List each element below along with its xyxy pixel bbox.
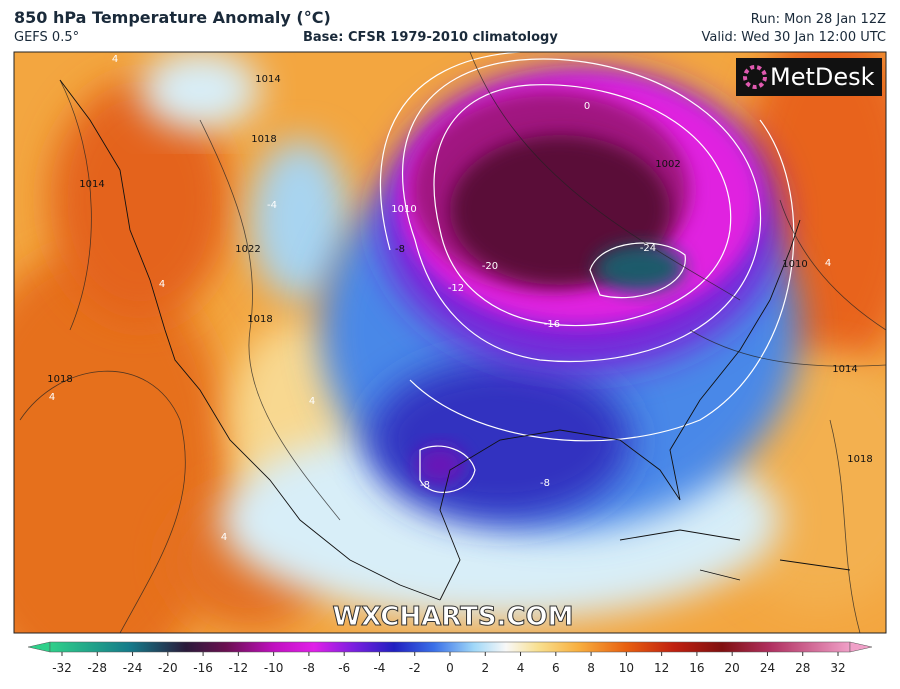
map-label: -24 bbox=[640, 243, 656, 254]
map-label: 1014 bbox=[79, 179, 104, 190]
map-label: 1022 bbox=[235, 244, 260, 255]
map-label: -16 bbox=[544, 319, 560, 330]
colorbar-tick-label: 0 bbox=[446, 661, 454, 675]
colorbar-tick-label: 20 bbox=[725, 661, 740, 675]
map-label: 4 bbox=[49, 392, 55, 403]
map-label: 4 bbox=[112, 54, 118, 65]
map-label: 1010 bbox=[782, 259, 807, 270]
colorbar-tick-label: -6 bbox=[338, 661, 350, 675]
valid: Valid: Wed 30 Jan 12:00 UTC bbox=[701, 30, 886, 45]
colorbar-tick-label: 16 bbox=[689, 661, 704, 675]
map-label: -8 bbox=[540, 478, 550, 489]
map-label: 0 bbox=[584, 101, 590, 112]
coastlines bbox=[59, 79, 851, 601]
base: Base: CFSR 1979-2010 climatology bbox=[303, 30, 558, 45]
map-label: -8 bbox=[420, 480, 430, 491]
colorbar-tick-label: 2 bbox=[481, 661, 489, 675]
colorbar-tick-label: 24 bbox=[760, 661, 775, 675]
map-label: 1018 bbox=[251, 134, 276, 145]
cold-core bbox=[595, 244, 685, 292]
colorbar-tick-label: 6 bbox=[552, 661, 560, 675]
colorbar-tick-label: 4 bbox=[517, 661, 525, 675]
map-label: -12 bbox=[448, 283, 464, 294]
colorbar-tick-label: -32 bbox=[52, 661, 72, 675]
map-label: 1018 bbox=[247, 314, 272, 325]
colorbar-tick-label: -2 bbox=[409, 661, 421, 675]
map-label: 4 bbox=[825, 258, 831, 269]
anomaly-contours bbox=[379, 52, 795, 493]
map-labels: 1014 1018 1014 1022 1018 1018 4 4 4 1010… bbox=[47, 54, 872, 543]
colorbar-tick-label: -10 bbox=[264, 661, 284, 675]
cold-spot bbox=[415, 445, 465, 485]
colorbar-scale bbox=[49, 641, 851, 653]
colorbar-tick-label: 10 bbox=[619, 661, 634, 675]
map-label: 1014 bbox=[832, 364, 857, 375]
pressure-contours bbox=[19, 52, 886, 633]
colorbar-tick-label: -20 bbox=[158, 661, 178, 675]
logo: MetDesk bbox=[770, 63, 875, 91]
map-label: 4 bbox=[159, 279, 165, 290]
map-label: -8 bbox=[395, 244, 405, 255]
logo-icon bbox=[743, 65, 767, 89]
colorbar-tick-label: 8 bbox=[587, 661, 595, 675]
map-label: 1018 bbox=[847, 454, 872, 465]
cool-region bbox=[250, 140, 350, 300]
map-field: 1014 1018 1014 1022 1018 1018 4 4 4 1010… bbox=[14, 52, 886, 633]
colorbar-tick-label: 12 bbox=[654, 661, 669, 675]
map-frame bbox=[13, 51, 887, 634]
colorbar-tick-label: -4 bbox=[373, 661, 385, 675]
colorbar: -32 -28 -24 -20 -16 -12 -10 -8 -6 -4 -2 0 2 4 6 8 10 12 16… bbox=[27, 641, 873, 675]
colorbar-end bbox=[27, 641, 51, 653]
colorbar-end bbox=[849, 641, 873, 653]
map-label: 4 bbox=[309, 396, 315, 407]
colorbar-tick-label: 32 bbox=[830, 661, 845, 675]
model: GEFS 0.5° bbox=[14, 30, 80, 45]
map-label: 1010 bbox=[391, 204, 416, 215]
map-label: -20 bbox=[482, 261, 498, 272]
colorbar-tick-label: 28 bbox=[795, 661, 810, 675]
title: 850 hPa Temperature Anomaly (°C) bbox=[14, 8, 331, 27]
warm-region bbox=[50, 80, 230, 320]
colorbar-tick-label: -28 bbox=[87, 661, 107, 675]
colorbar-tick-label: -16 bbox=[193, 661, 213, 675]
colorbar-tick-label: -12 bbox=[229, 661, 249, 675]
map-label: 1002 bbox=[655, 159, 680, 170]
cool-region bbox=[140, 52, 260, 130]
watermark: WXCHARTS.COM bbox=[332, 602, 573, 632]
run: Run: Mon 28 Jan 12Z bbox=[750, 12, 886, 27]
colorbar-tick-label: -24 bbox=[123, 661, 143, 675]
logo-box bbox=[736, 58, 882, 96]
colorbar-tick-label: -8 bbox=[303, 661, 315, 675]
map-label: -4 bbox=[267, 200, 277, 211]
map-label: 4 bbox=[221, 532, 227, 543]
map-label: 1014 bbox=[255, 74, 280, 85]
map-label: 1018 bbox=[47, 374, 72, 385]
